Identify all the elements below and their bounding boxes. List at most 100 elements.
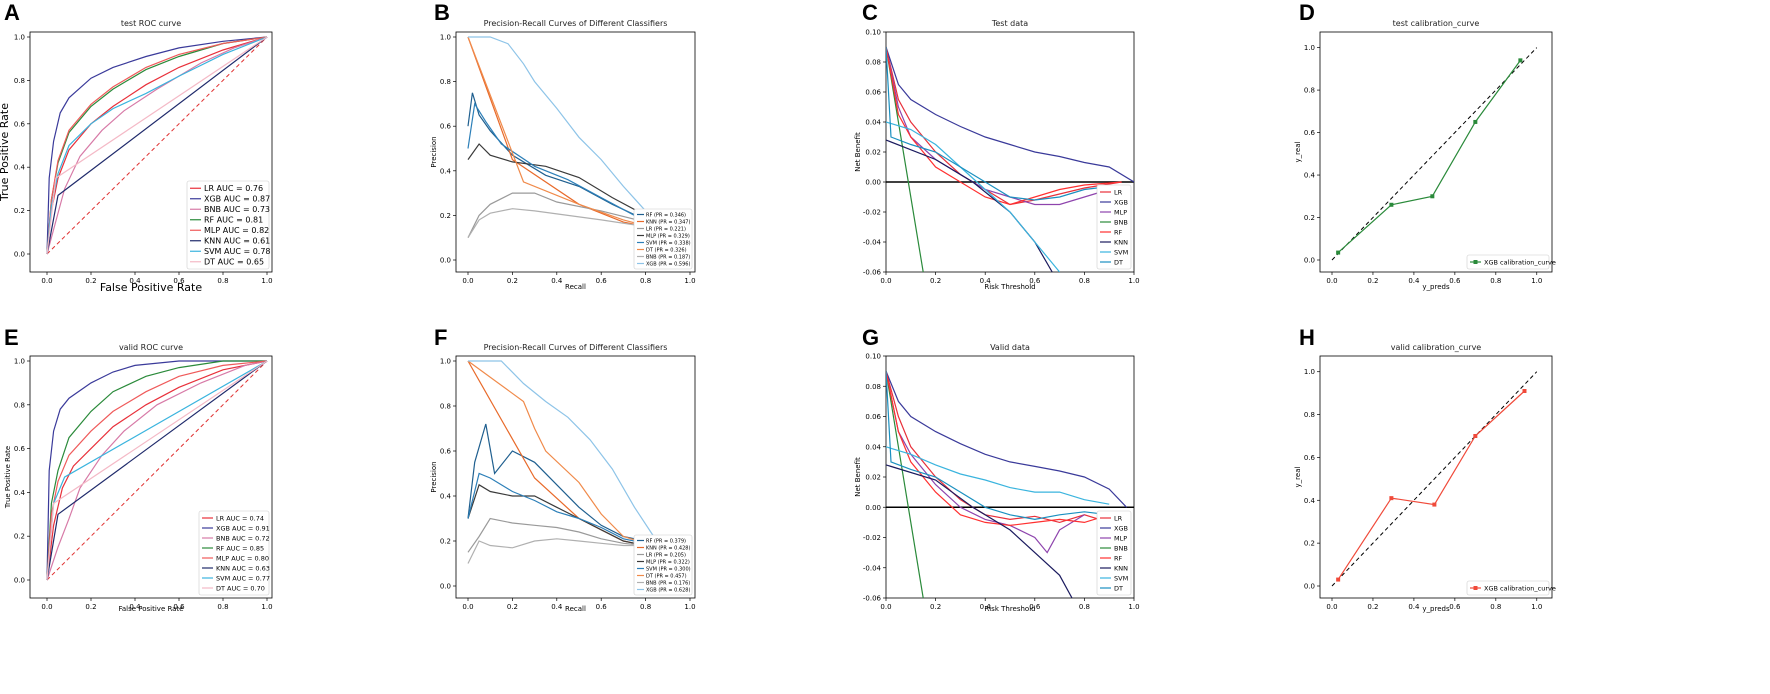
chart-panel-b: B Precision-Recall Curves of Different Cl… xyxy=(430,0,696,291)
x-tick-label: 1.0 xyxy=(1128,277,1139,285)
legend-label: LR AUC = 0.74 xyxy=(216,514,264,522)
series-line-pr_mlp xyxy=(467,483,646,547)
y-tick-label: 0.6 xyxy=(1304,454,1316,462)
x-tick-label: 0.6 xyxy=(596,603,608,611)
x-tick-label: 0.8 xyxy=(217,277,228,285)
legend-label: SVM xyxy=(1114,248,1128,256)
legend-label: KNN xyxy=(1114,564,1128,572)
legend-box xyxy=(633,534,693,596)
legend-label: RF xyxy=(1114,228,1123,236)
series-line-bnb xyxy=(46,36,268,255)
legend-label: MLP AUC = 0.82 xyxy=(204,226,269,235)
y-tick-label: 0.4 xyxy=(1304,172,1316,180)
y-tick-label: -0.02 xyxy=(863,534,881,542)
legend-label: DT AUC = 0.65 xyxy=(204,258,264,267)
y-tick-label: 0.4 xyxy=(14,164,26,172)
y-tick-label: 0.00 xyxy=(865,179,881,187)
x-tick-label: 1.0 xyxy=(261,277,272,285)
y-axis-label: Precision xyxy=(430,136,438,167)
panel-letter: F xyxy=(434,325,447,350)
calibration-point xyxy=(1432,502,1437,507)
legend-label: RF (PR = 0.379) xyxy=(646,538,686,544)
y-tick-label: 0.6 xyxy=(440,123,452,131)
series-line-mlp xyxy=(46,360,268,581)
x-tick-label: 0.6 xyxy=(1029,277,1041,285)
chart-title: Precision-Recall Curves of Different Cla… xyxy=(484,343,668,352)
series-line-dca_bnb xyxy=(886,371,924,598)
y-tick-label: 0.00 xyxy=(865,504,881,512)
y-tick-label: 1.0 xyxy=(1304,368,1315,376)
y-tick-label: 1.0 xyxy=(440,34,451,42)
chart-title: valid calibration_curve xyxy=(1391,343,1482,352)
y-tick-label: 0.06 xyxy=(865,89,881,97)
legend-label: BNB (PR = 0.176) xyxy=(646,580,690,586)
legend-label: XGB AUC = 0.91 xyxy=(216,524,270,532)
legend-label: MLP (PR = 0.329) xyxy=(646,233,690,239)
x-axis-label: Recall xyxy=(565,605,586,613)
y-tick-label: 1.0 xyxy=(14,358,25,366)
calibration-point xyxy=(1518,58,1523,63)
legend-marker xyxy=(1473,260,1478,264)
x-tick-label: 0.0 xyxy=(1326,277,1337,285)
legend-label: XGB xyxy=(1114,198,1128,206)
y-axis-label: True Positive Rate xyxy=(4,446,12,509)
calibration-point xyxy=(1389,496,1394,501)
x-tick-label: 0.4 xyxy=(129,277,141,285)
legend-label: MLP (PR = 0.322) xyxy=(646,559,690,565)
series-line-rf xyxy=(46,360,267,581)
x-tick-label: 0.2 xyxy=(1367,603,1378,611)
x-tick-label: 0.2 xyxy=(930,603,941,611)
x-tick-label: 0.8 xyxy=(1490,277,1501,285)
series-line-xgb xyxy=(46,360,267,581)
x-axis-label: False Positive Rate xyxy=(100,281,202,294)
x-tick-label: 0.0 xyxy=(880,603,891,611)
x-tick-label: 0.6 xyxy=(596,277,608,285)
legend-label: DT (PR = 0.326) xyxy=(646,247,687,253)
y-tick-label: 1.0 xyxy=(440,358,451,366)
x-tick-label: 1.0 xyxy=(684,277,695,285)
y-tick-label: 0.04 xyxy=(865,119,881,127)
x-tick-label: 0.2 xyxy=(507,277,518,285)
y-tick-label: 0.0 xyxy=(1304,257,1315,265)
legend-label: RF (PR = 0.346) xyxy=(646,212,686,218)
panel-letter: B xyxy=(434,0,450,25)
y-tick-label: 0.2 xyxy=(440,212,451,220)
series-line-pr_bnb xyxy=(467,538,646,564)
legend-label: XGB calibration_curve xyxy=(1484,584,1556,592)
x-tick-label: 0.2 xyxy=(507,603,518,611)
legend: LR XGB MLP BNB RF KNN SVM DT xyxy=(1096,510,1132,596)
y-tick-label: -0.06 xyxy=(863,269,882,277)
y-tick-label: 0.0 xyxy=(1304,583,1315,591)
calibration-point xyxy=(1473,434,1478,438)
x-tick-label: 0.8 xyxy=(640,603,651,611)
x-axis-label: Risk Threshold xyxy=(984,283,1035,291)
series-line-dca_rf xyxy=(886,46,1122,206)
series-line-pr_lr xyxy=(467,517,646,553)
legend-box xyxy=(186,180,270,270)
series-line-dt xyxy=(46,36,268,255)
y-tick-label: 0.6 xyxy=(440,448,452,456)
chart-title: test ROC curve xyxy=(121,19,181,28)
x-tick-label: 0.4 xyxy=(551,277,563,285)
x-axis-label: Risk Threshold xyxy=(984,605,1035,613)
legend: LR AUC = 0.74 XGB AUC = 0.91 BNB AUC = 0.7… xyxy=(198,510,270,596)
x-tick-label: 0.0 xyxy=(41,277,52,285)
x-tick-label: 0.2 xyxy=(1367,277,1378,285)
x-tick-label: 1.0 xyxy=(261,603,272,611)
calibration-point xyxy=(1389,202,1394,207)
legend-label: SVM AUC = 0.78 xyxy=(204,247,271,256)
y-tick-label: 0.2 xyxy=(440,538,451,546)
x-tick-label: 0.8 xyxy=(1079,603,1090,611)
x-tick-label: 0.0 xyxy=(880,277,891,285)
legend-label: XGB AUC = 0.87 xyxy=(204,195,270,204)
panel-letter: A xyxy=(4,0,20,25)
y-tick-label: 0.8 xyxy=(14,77,25,85)
legend-box xyxy=(1466,254,1550,270)
y-tick-label: 0.08 xyxy=(865,383,881,391)
series-line-dca_rf xyxy=(886,370,1110,527)
y-axis-label: y_real xyxy=(1294,466,1302,487)
